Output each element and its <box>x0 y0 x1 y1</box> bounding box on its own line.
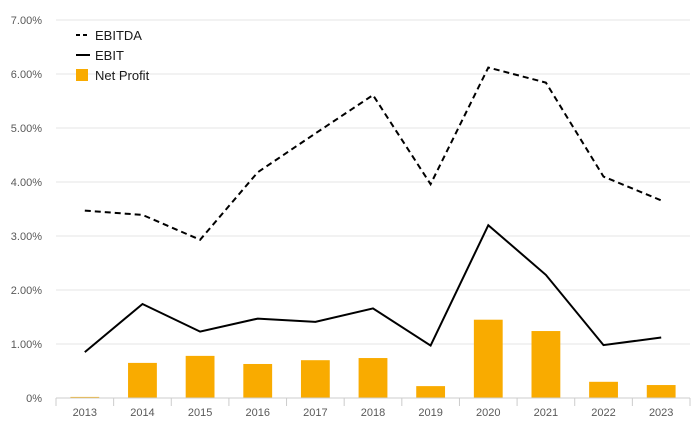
net-profit-bar <box>416 386 446 398</box>
y-tick-label: 0% <box>26 393 42 405</box>
y-tick-label: 5.00% <box>11 123 42 135</box>
legend-label: Net Profit <box>95 68 150 83</box>
legend-label: EBITDA <box>95 28 142 43</box>
line-series <box>84 66 662 353</box>
ebitda-line <box>84 66 662 242</box>
x-tick-label: 2021 <box>534 407 558 419</box>
x-tick-label: 2022 <box>591 407 615 419</box>
net-profit-bar <box>185 355 215 398</box>
ebit-line <box>84 223 662 353</box>
net-profit-bar <box>70 396 100 398</box>
legend: EBITDA EBIT Net Profit <box>76 28 150 83</box>
net-profit-bar <box>646 385 676 398</box>
net-profit-bar <box>531 331 561 398</box>
x-tick-label: 2019 <box>418 407 442 419</box>
y-tick-label: 4.00% <box>11 177 42 189</box>
x-tick-label: 2023 <box>649 407 673 419</box>
y-tick-label: 2.00% <box>11 285 42 297</box>
x-tick-label: 2018 <box>361 407 385 419</box>
x-tick-label: 2020 <box>476 407 500 419</box>
net-profit-bar <box>589 381 618 398</box>
net-profit-bar <box>300 360 330 398</box>
legend-swatch <box>76 69 88 81</box>
y-tick-label: 6.00% <box>11 69 42 81</box>
gridlines <box>56 19 690 345</box>
y-tick-label: 7.00% <box>11 15 42 27</box>
net-profit-bar <box>243 363 273 398</box>
x-tick-label: 2014 <box>130 407 154 419</box>
net-profit-bar <box>358 358 388 398</box>
x-tick-label: 2013 <box>73 407 97 419</box>
y-tick-label: 1.00% <box>11 339 42 351</box>
net-profit-bar <box>128 362 157 398</box>
legend-label: EBIT <box>95 48 124 63</box>
x-tick-label: 2015 <box>188 407 212 419</box>
net-profit-bar <box>473 319 503 398</box>
axes: 0% 1.00% 2.00% 3.00% 4.00% 5.00% 6.00% 7.00% 201… <box>11 15 691 419</box>
y-tick-label: 3.00% <box>11 231 42 243</box>
x-tick-label: 2017 <box>303 407 327 419</box>
net-profit-bars <box>70 319 676 398</box>
x-tick-label: 2016 <box>245 407 269 419</box>
